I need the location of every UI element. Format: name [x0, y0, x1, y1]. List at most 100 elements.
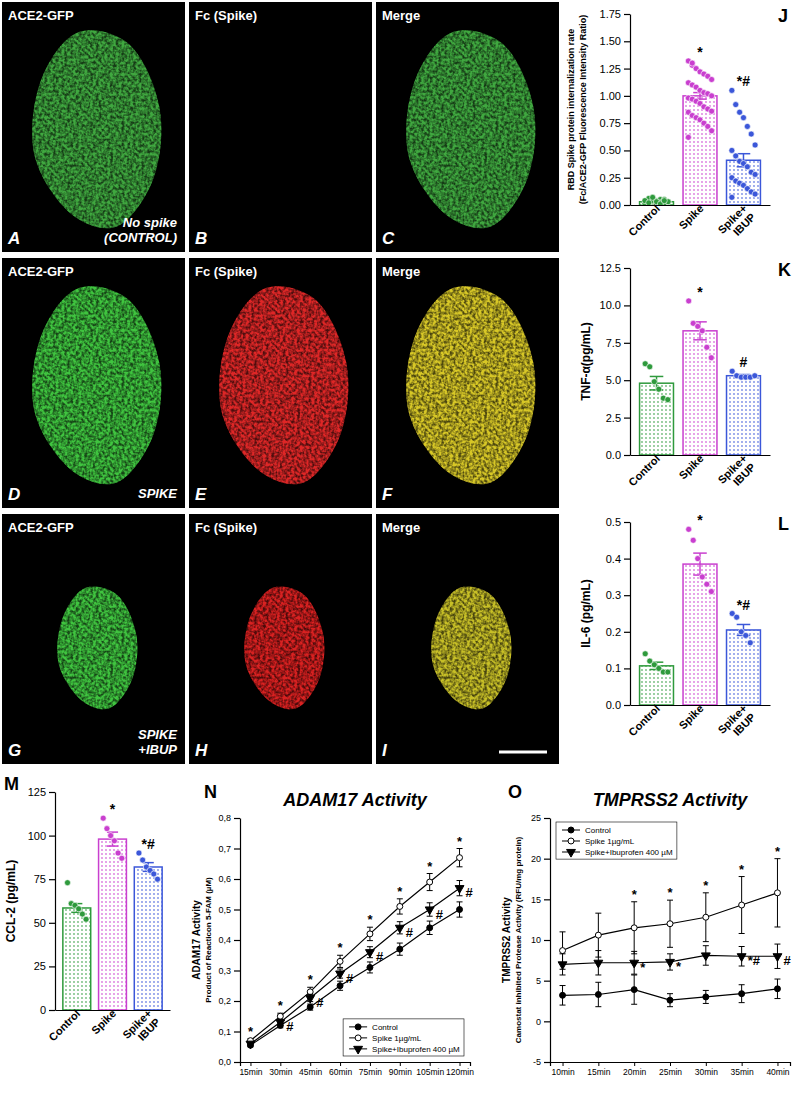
y-tick-mark [544, 981, 550, 982]
data-point [729, 194, 735, 200]
significance-marker: # [466, 885, 474, 900]
y-tick-mark [624, 205, 630, 206]
data-point [595, 992, 601, 998]
data-point [774, 890, 780, 896]
data-point [594, 960, 603, 968]
y-tick: 50 [34, 917, 55, 929]
x-tick: 75min [359, 1062, 382, 1077]
error-bar [703, 990, 709, 1003]
data-point [704, 344, 710, 350]
series-line [250, 858, 459, 1041]
x-tick: Spike [89, 1007, 118, 1036]
bar-chart: 0.00.10.20.30.40.5ControlSpikeSpike+IBUP… [579, 512, 789, 744]
image-panel: Fc (Spike)B [189, 2, 372, 252]
x-tick-mark [400, 1062, 401, 1066]
data-point [690, 537, 696, 543]
x-tick-mark [563, 1062, 564, 1066]
y-axis-line [550, 819, 551, 1063]
data-point [108, 833, 114, 839]
x-tick: Control [46, 1007, 82, 1043]
x-tick: 15min [239, 1062, 262, 1077]
x-tick-mark [460, 1062, 461, 1066]
y-axis: -50510152025 [531, 813, 551, 1067]
x-tick-mark [706, 1062, 707, 1066]
y-axis: 0,00,10,20,30,40,50,60,70,8 [218, 813, 240, 1067]
data-point [642, 651, 648, 657]
error-bar [595, 982, 601, 1006]
image-panel: ACE2-GFPANo spike(CONTROL) [2, 2, 185, 252]
significance-marker: * [739, 862, 745, 877]
line-chart: ********#######0,00,10,20,30,40,50,60,70… [191, 782, 474, 1077]
y-tick: 2.5 [606, 412, 630, 424]
y-tick-label: 10.0 [600, 299, 621, 311]
y-axis: 0255075100125 [28, 786, 56, 1016]
data-point [100, 815, 106, 821]
plot-marks [558, 859, 782, 1007]
y-tick-mark [49, 1010, 55, 1011]
significance-marker: # [376, 949, 384, 964]
data-point [111, 838, 117, 844]
cell-image [244, 586, 324, 709]
bar-chart: 0.000.250.500.751.001.251.501.75ControlS… [566, 6, 788, 245]
panel-letter: O [508, 782, 522, 802]
y-tick: 0.75 [600, 117, 630, 129]
y-tick-mark [49, 792, 55, 793]
y-tick-mark [234, 909, 240, 910]
y-tick-label: 0,8 [218, 813, 231, 823]
chart-title: ADAM17 Activity [282, 790, 427, 810]
y-tick-label: 0.5 [606, 516, 621, 528]
cell-image [219, 286, 348, 484]
bar-chart: 0.02.55.07.510.012.5ControlSpikeSpike+IB… [579, 260, 791, 495]
y-tick: 12.5 [600, 262, 630, 274]
x-tick: 20min [623, 1062, 646, 1077]
x-tick-label: 75min [359, 1067, 382, 1077]
data-point [709, 93, 715, 99]
y-tick-mark [624, 14, 630, 15]
data-point [737, 109, 743, 115]
error-bar [774, 979, 780, 999]
image-panel: Fc (Spike)H [189, 514, 372, 764]
data-point [752, 142, 758, 148]
y-tick: 5 [536, 976, 550, 986]
y-tick: 5.0 [606, 374, 630, 386]
data-point [733, 153, 739, 159]
bar [727, 630, 761, 705]
data-point [689, 60, 695, 66]
data-point [457, 855, 463, 861]
y-tick: 0.50 [600, 144, 630, 156]
x-tick: 15min [587, 1062, 610, 1077]
y-tick: 0.0 [606, 449, 630, 461]
y-axis-line [240, 819, 241, 1063]
y-tick-mark [234, 1062, 240, 1063]
y-tick-mark [544, 1062, 550, 1063]
y-tick-label: 0.0 [606, 449, 621, 461]
significance-marker: * [676, 959, 682, 974]
y-tick-label: 15 [531, 895, 541, 905]
x-tick-mark [634, 1062, 635, 1066]
significance-marker: # [783, 953, 791, 968]
cell-image [431, 586, 511, 709]
x-tick-mark [670, 1062, 671, 1066]
x-tick-label: Spike+IBUP [120, 1007, 162, 1049]
x-tick-mark [310, 1062, 311, 1066]
data-point [699, 328, 705, 334]
y-axis-line [630, 269, 631, 456]
y-tick-mark [624, 343, 630, 344]
error-bar [595, 913, 601, 957]
data-point [666, 959, 675, 967]
cell-image [32, 286, 161, 484]
x-tick: 35min [731, 1062, 754, 1077]
y-tick: 0.5 [606, 516, 630, 528]
x-tick-label: 25min [659, 1067, 682, 1077]
chart-title: TMPRSS2 Activity [593, 790, 748, 810]
x-tick: Spike+IBUP [715, 202, 757, 244]
cell-image [244, 586, 324, 709]
image-background [2, 514, 185, 764]
y-tick-mark [624, 632, 630, 633]
significance-marker: * [338, 940, 344, 955]
error-bar [427, 874, 433, 891]
x-tick: 40min [766, 1062, 789, 1077]
y-tick-mark [624, 305, 630, 306]
data-point [667, 921, 673, 927]
data-point [307, 1004, 313, 1010]
